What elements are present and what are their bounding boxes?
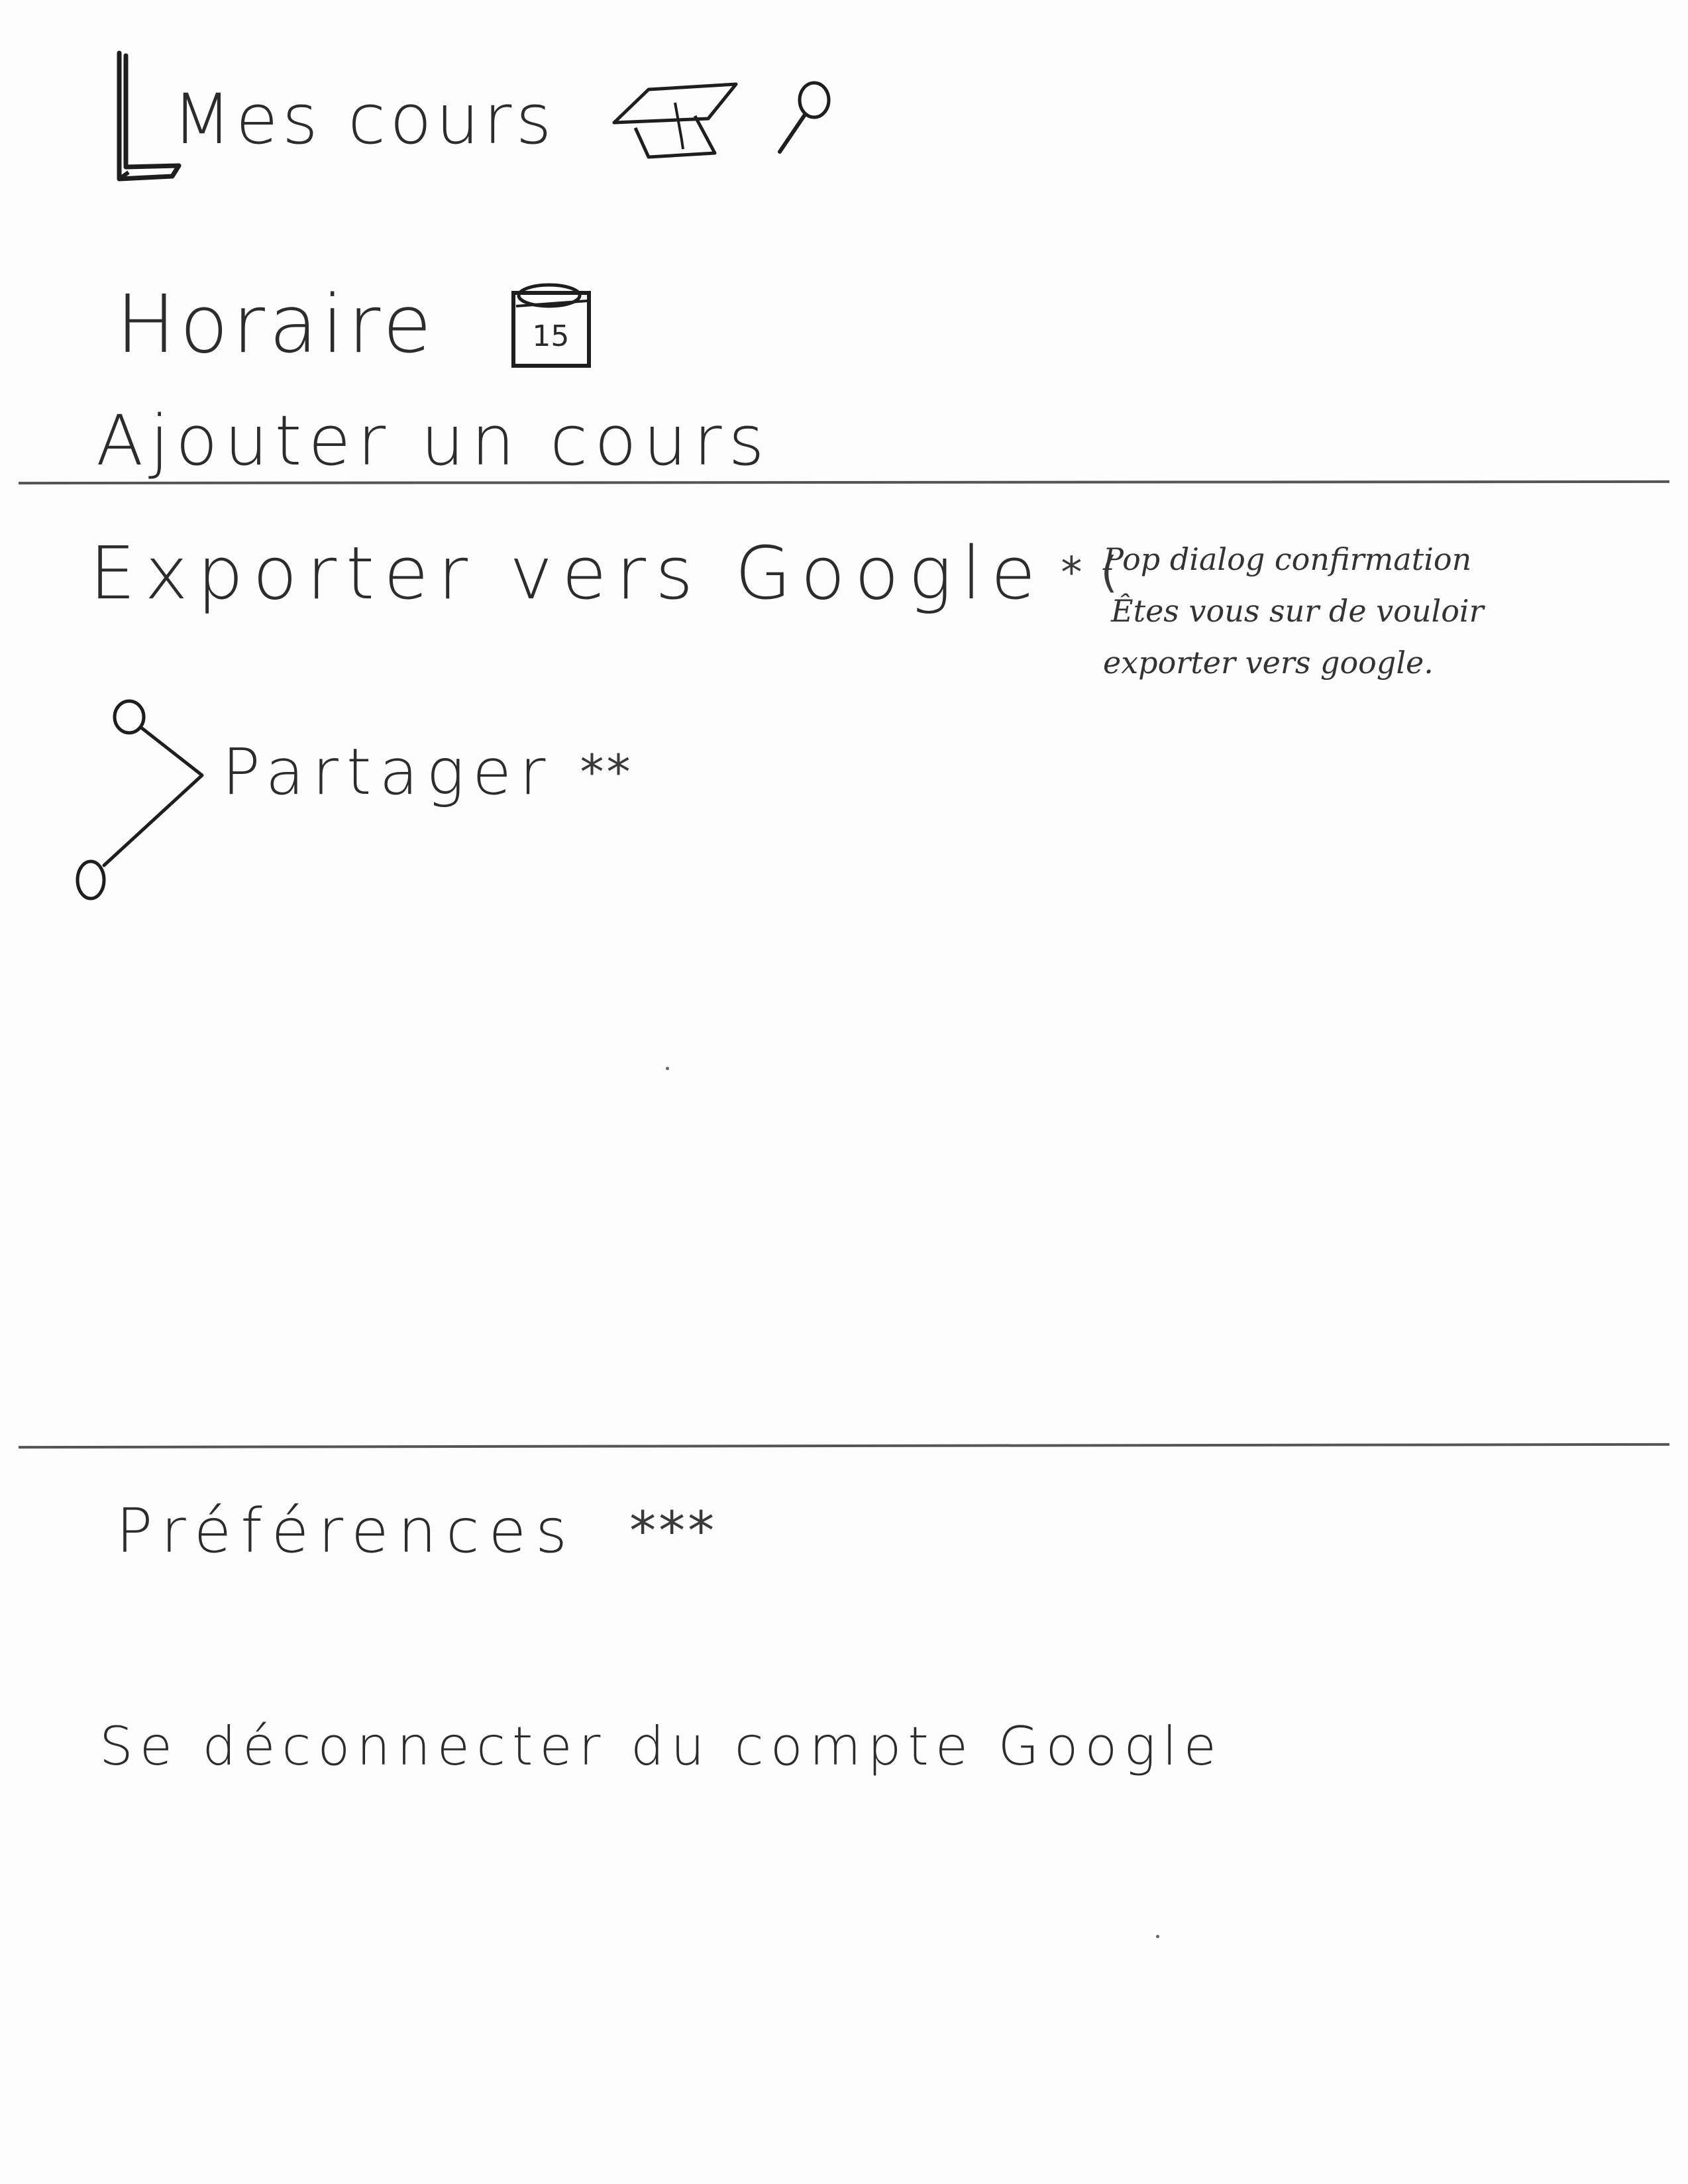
- menu-label-horaire: Horaire: [116, 278, 436, 371]
- book-icon: [117, 50, 182, 182]
- menu-marker-exporter: * (: [1061, 549, 1120, 598]
- paper-speck: [666, 1067, 669, 1070]
- menu-label-partager: Partager: [222, 735, 554, 809]
- menu-marker-partager: **: [580, 744, 633, 800]
- menu-item-horaire[interactable]: Horaire 15: [116, 265, 594, 384]
- menu-item-ajouter-un-cours[interactable]: Ajouter un cours: [96, 398, 771, 484]
- menu-marker-preferences: ***: [629, 1500, 717, 1562]
- menu-item-exporter-vers-google[interactable]: Exporter vers Google * (: [89, 517, 1120, 629]
- menu-item-se-deconnecter[interactable]: Se déconnecter du compte Google: [99, 1696, 1223, 1796]
- annotation-line-2: Êtes vous sur de vouloir: [1111, 593, 1484, 629]
- section-divider-top: [18, 480, 1670, 485]
- annotation-line-1: Pop dialog confirmation: [1103, 541, 1472, 577]
- menu-item-partager[interactable]: Partager **: [70, 696, 633, 908]
- menu-label-ajouter-un-cours: Ajouter un cours: [96, 400, 771, 481]
- menu-label-mes-cours: Mes cours: [172, 79, 556, 160]
- calendar-icon: 15: [508, 278, 594, 371]
- graduation-cap-icon: [612, 82, 738, 159]
- annotation-export-confirmation: Pop dialog confirmation Êtes vous sur de…: [1103, 533, 1484, 688]
- menu-item-mes-cours[interactable]: Mes cours: [99, 46, 841, 192]
- calendar-day: 15: [532, 319, 570, 353]
- share-icon: [76, 699, 204, 901]
- annotation-line-3: exporter vers google.: [1103, 645, 1434, 681]
- search-icon[interactable]: [768, 76, 841, 162]
- menu-label-se-deconnecter: Se déconnecter du compte Google: [99, 1715, 1223, 1777]
- paper-speck: [1156, 1935, 1159, 1938]
- menu-item-preferences[interactable]: Préférences ***: [116, 1481, 717, 1580]
- section-divider-bottom: [18, 1443, 1670, 1449]
- menu-label-exporter-vers-google: Exporter vers Google: [89, 531, 1045, 616]
- menu-label-preferences: Préférences: [116, 1495, 577, 1566]
